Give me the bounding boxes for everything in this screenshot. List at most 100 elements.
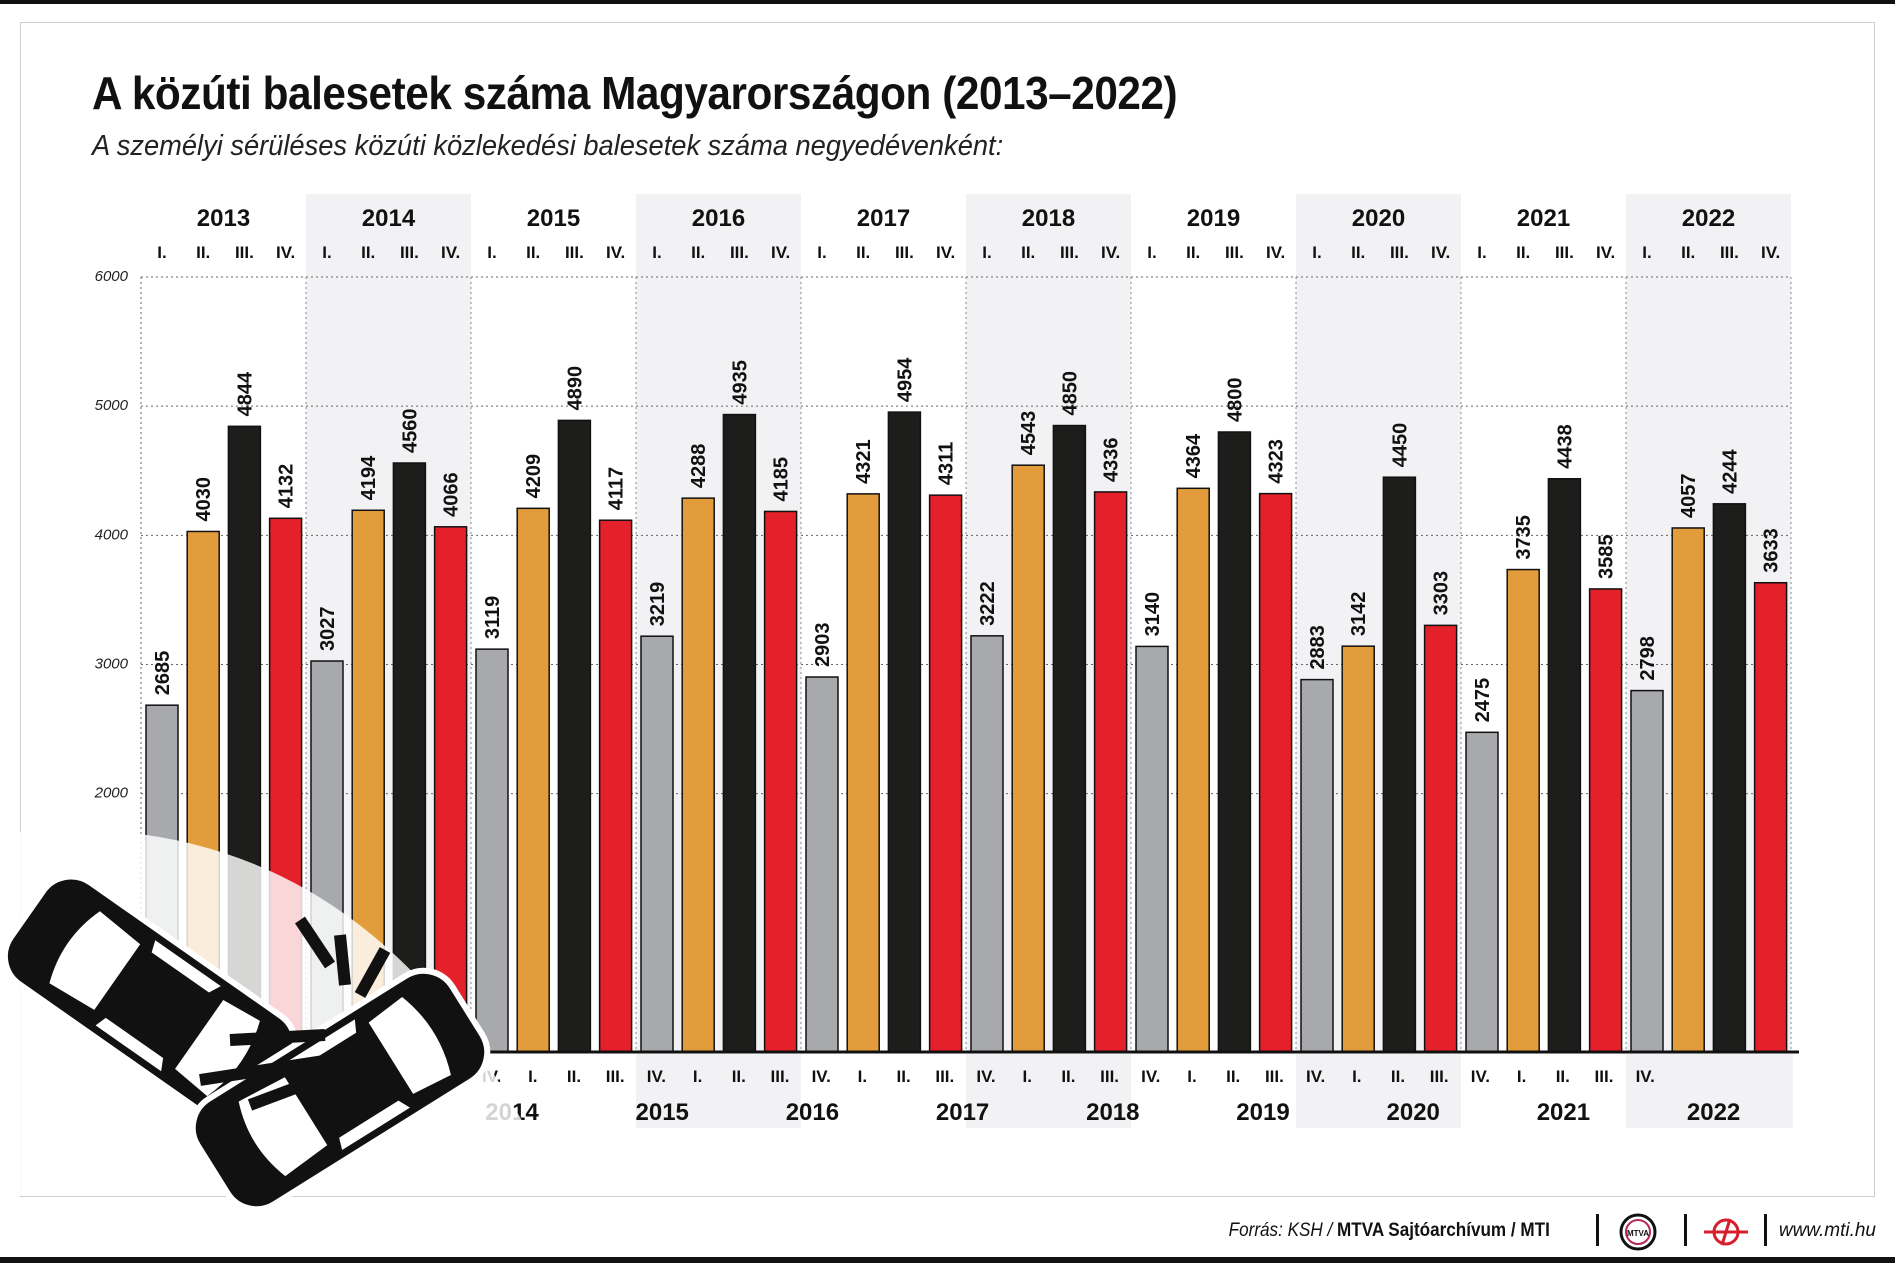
bottom-quarter-label: III. — [1100, 1067, 1119, 1086]
source-bold: MTVA Sajtóarchívum / MTI — [1337, 1220, 1550, 1241]
quarter-header: IV. — [606, 243, 625, 262]
year-header: 2013 — [197, 205, 250, 232]
bottom-year-band — [636, 1054, 801, 1128]
data-label: 3219 — [647, 582, 669, 627]
quarter-header: I. — [982, 243, 991, 262]
bottom-quarter-label: I. — [858, 1067, 867, 1086]
quarter-header: II. — [1516, 243, 1530, 262]
source-text: Forrás: KSH / MTVA Sajtóarchívum / MTI — [1229, 1220, 1550, 1242]
mtva-logo-icon: MTVA — [1619, 1213, 1657, 1251]
bottom-quarter-label: IV. — [647, 1067, 666, 1086]
quarter-header: II. — [1681, 243, 1695, 262]
bottom-quarter-label: III. — [1595, 1067, 1614, 1086]
data-label: 4450 — [1389, 423, 1411, 468]
bottom-year-band — [1628, 1054, 1793, 1128]
quarter-header: I. — [1312, 243, 1321, 262]
quarter-header: I. — [1477, 243, 1486, 262]
data-label: 4850 — [1059, 371, 1081, 416]
bar — [1052, 424, 1087, 1053]
bottom-year-label: 2019 — [1236, 1099, 1289, 1126]
quarter-header: II. — [1186, 243, 1200, 262]
bottom-quarter-label: IV. — [812, 1067, 831, 1086]
data-label: 3140 — [1142, 592, 1164, 637]
bottom-quarter-label: II. — [567, 1067, 581, 1086]
bottom-quarter-label: III. — [1430, 1067, 1449, 1086]
quarter-header: IV. — [1266, 243, 1285, 262]
quarter-header: IV. — [1101, 243, 1120, 262]
bottom-quarter-label: IV. — [1636, 1067, 1655, 1086]
y-tick-label: 4000 — [95, 526, 129, 543]
bar — [1258, 492, 1293, 1053]
data-label: 3303 — [1431, 571, 1453, 616]
quarter-header: I. — [487, 243, 496, 262]
bar — [1300, 678, 1334, 1053]
quarter-header: III. — [1225, 243, 1244, 262]
data-label: 3585 — [1596, 534, 1618, 579]
y-tick-label: 3000 — [95, 656, 129, 673]
data-label: 4066 — [441, 472, 463, 517]
bar — [763, 510, 798, 1053]
data-label: 4935 — [729, 360, 751, 405]
bar — [598, 519, 633, 1053]
bottom-quarter-label: II. — [1556, 1067, 1570, 1086]
data-label: 2798 — [1637, 636, 1659, 681]
bar — [1423, 624, 1458, 1053]
frame-top-border — [0, 0, 1895, 4]
quarter-header: IV. — [1761, 243, 1780, 262]
data-label: 4954 — [894, 357, 916, 402]
year-header: 2016 — [692, 205, 745, 232]
year-header: 2017 — [857, 205, 910, 232]
footer-separator — [1764, 1214, 1767, 1246]
data-label: 2475 — [1472, 678, 1494, 723]
data-label: 3222 — [977, 581, 999, 626]
bottom-year-label: 2018 — [1086, 1099, 1139, 1126]
footer-separator — [1684, 1214, 1687, 1246]
quarter-header: III. — [1390, 243, 1409, 262]
bar — [557, 419, 592, 1053]
bar — [1093, 491, 1128, 1053]
quarter-header: I. — [157, 243, 166, 262]
bar — [516, 507, 550, 1053]
quarter-header: II. — [691, 243, 705, 262]
bottom-quarter-label: I. — [1022, 1067, 1031, 1086]
quarter-header: IV. — [1596, 243, 1615, 262]
quarter-header: III. — [1555, 243, 1574, 262]
quarter-header: III. — [1060, 243, 1079, 262]
bottom-year-label: 2021 — [1537, 1099, 1590, 1126]
bottom-quarter-label: III. — [935, 1067, 954, 1086]
data-label: 3633 — [1761, 528, 1783, 573]
year-header: 2019 — [1187, 205, 1240, 232]
bar — [1465, 731, 1499, 1053]
bar — [1753, 581, 1788, 1053]
quarter-header: IV. — [1431, 243, 1450, 262]
data-label: 3119 — [482, 596, 504, 639]
quarter-header: II. — [361, 243, 375, 262]
quarter-header: III. — [400, 243, 419, 262]
bottom-year-band — [966, 1054, 1131, 1128]
mtva-logo-text: MTVA — [1627, 1229, 1649, 1238]
data-label: 4438 — [1554, 424, 1576, 469]
quarter-header: II. — [196, 243, 210, 262]
bottom-quarter-label: IV. — [1306, 1067, 1325, 1086]
quarter-header: III. — [730, 243, 749, 262]
y-tick-label: 6000 — [95, 268, 129, 285]
quarter-header: I. — [322, 243, 331, 262]
bottom-quarter-label: II. — [1391, 1067, 1405, 1086]
bar — [846, 493, 880, 1053]
bar — [681, 497, 715, 1053]
bar — [1671, 527, 1705, 1053]
bottom-year-label: 2016 — [786, 1099, 839, 1126]
y-tick-label: 2000 — [94, 785, 129, 802]
quarter-header: IV. — [441, 243, 460, 262]
bar — [970, 635, 1004, 1053]
data-label: 4336 — [1101, 437, 1123, 482]
data-label: 4132 — [276, 464, 298, 509]
bar — [1506, 568, 1540, 1053]
year-header: 2020 — [1352, 205, 1405, 232]
bar — [475, 648, 509, 1053]
footer: Forrás: KSH / MTVA Sajtóarchívum / MTI M… — [1200, 1212, 1876, 1252]
bottom-quarter-label: I. — [1187, 1067, 1196, 1086]
quarter-header: IV. — [771, 243, 790, 262]
y-tick-label: 5000 — [95, 397, 129, 414]
